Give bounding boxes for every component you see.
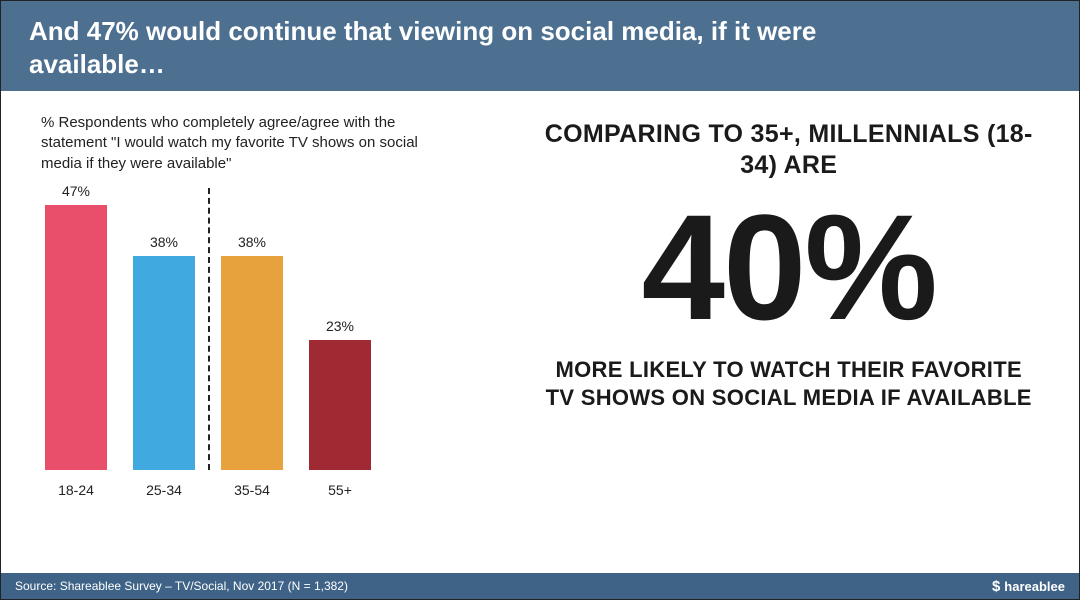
callout-big-value: 40% <box>642 192 936 342</box>
bar-chart: 47%38%38%23% 18-2425-3435-5455+ <box>41 188 441 498</box>
bar-group: 47% <box>45 183 107 470</box>
callout-panel: COMPARING TO 35+, MILLENNIALS (18-34) AR… <box>518 91 1079 573</box>
x-axis-label: 18-24 <box>45 482 107 498</box>
callout-line2: MORE LIKELY TO WATCH THEIR FAVORITE TV S… <box>538 356 1039 413</box>
bar-rect <box>133 256 195 470</box>
bar-value-label: 47% <box>62 183 90 199</box>
bar-rect <box>221 256 283 470</box>
callout-line1: COMPARING TO 35+, MILLENNIALS (18-34) AR… <box>538 119 1039 182</box>
bar-value-label: 38% <box>238 234 266 250</box>
slide-footer: Source: Shareablee Survey – TV/Social, N… <box>1 573 1079 599</box>
chart-x-axis: 18-24 25-34 35-54 55+ <box>41 482 441 498</box>
chart-divider <box>208 188 210 470</box>
bar-value-label: 23% <box>326 318 354 334</box>
bar-group: 23% <box>309 318 371 470</box>
brand-text: hareablee <box>1004 579 1065 594</box>
x-axis-label: 35-54 <box>221 482 283 498</box>
footer-source: Source: Shareablee Survey – TV/Social, N… <box>15 579 348 593</box>
x-axis-label: 25-34 <box>133 482 195 498</box>
footer-brand: $ hareablee <box>992 578 1065 595</box>
bar-group: 38% <box>133 234 195 470</box>
chart-panel: % Respondents who completely agree/agree… <box>1 91 518 573</box>
bar-rect <box>309 340 371 470</box>
bar-rect <box>45 205 107 470</box>
bar-group: 38% <box>221 234 283 470</box>
chart-caption: % Respondents who completely agree/agree… <box>41 113 441 174</box>
x-axis-label: 55+ <box>309 482 371 498</box>
slide-title: And 47% would continue that viewing on s… <box>29 15 929 80</box>
bar-value-label: 38% <box>150 234 178 250</box>
brand-icon: $ <box>992 578 1000 595</box>
slide-header: And 47% would continue that viewing on s… <box>1 1 1079 91</box>
chart-bars-row: 47%38%38%23% <box>41 188 441 470</box>
slide-body: % Respondents who completely agree/agree… <box>1 91 1079 573</box>
slide-container: And 47% would continue that viewing on s… <box>0 0 1080 600</box>
